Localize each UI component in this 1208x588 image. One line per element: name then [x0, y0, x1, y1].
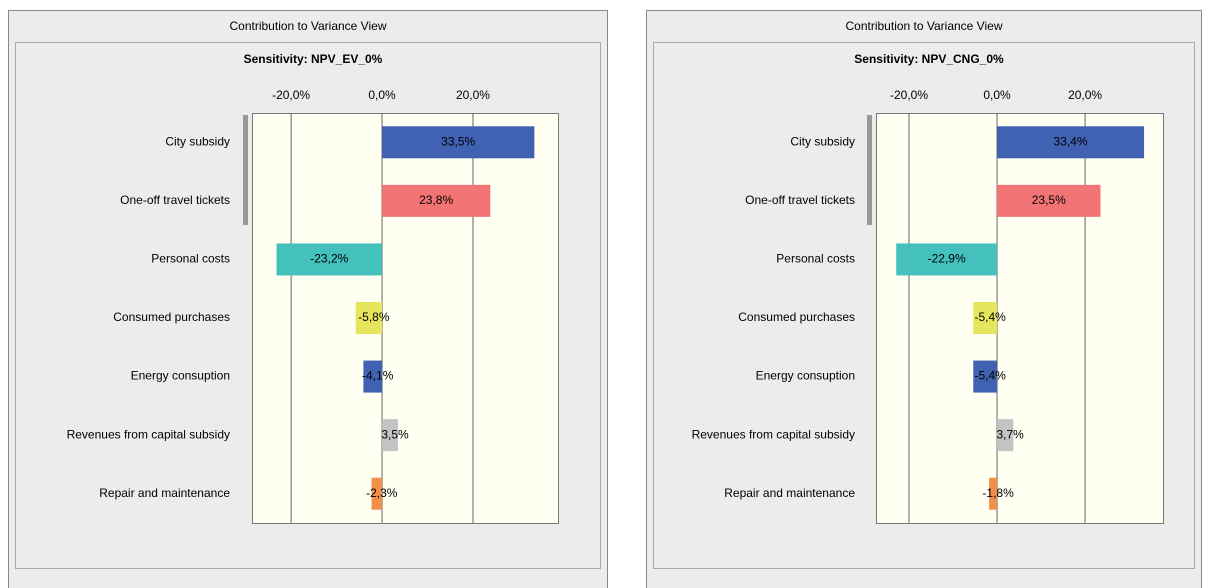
category-label: City subsidy — [165, 134, 230, 148]
value-label: -23,2% — [310, 252, 348, 266]
x-tick-label: -20,0% — [272, 88, 310, 102]
bar — [997, 419, 1014, 452]
x-tick-label: 20,0% — [1068, 88, 1102, 102]
value-label: 3,5% — [381, 427, 409, 441]
value-label: -1,8% — [982, 486, 1014, 500]
bar — [973, 302, 998, 334]
plot-area — [252, 113, 559, 524]
chart-title: Sensitivity: NPV_EV_0% — [244, 52, 383, 66]
bar — [382, 419, 398, 452]
category-label: Consumed purchases — [113, 310, 230, 324]
value-label: 3,7% — [997, 427, 1025, 441]
value-label: 23,8% — [419, 193, 453, 207]
value-label: -2,3% — [366, 486, 398, 500]
bar — [276, 243, 383, 276]
value-label: 33,5% — [441, 134, 475, 148]
plot-area — [876, 113, 1164, 524]
x-tick-label: 0,0% — [983, 88, 1011, 102]
category-label: Energy consuption — [131, 369, 230, 383]
chart-title: Sensitivity: NPV_CNG_0% — [854, 52, 1004, 66]
bar — [973, 360, 998, 393]
category-label: Personal costs — [151, 252, 230, 266]
window-title: Contribution to Variance View — [230, 19, 387, 33]
value-label: 33,4% — [1054, 134, 1088, 148]
value-label: -22,9% — [928, 252, 966, 266]
bar — [997, 184, 1101, 217]
category-label: Revenues from capital subsidy — [692, 427, 855, 441]
value-label: -5,4% — [974, 369, 1006, 383]
category-label: City subsidy — [790, 134, 855, 148]
bar — [363, 360, 383, 393]
bar — [371, 477, 383, 510]
category-label: One-off travel tickets — [745, 193, 855, 207]
category-label: Repair and maintenance — [724, 486, 855, 500]
bar — [355, 302, 383, 334]
bar — [382, 184, 491, 217]
bar — [896, 243, 998, 276]
category-label: Revenues from capital subsidy — [67, 427, 230, 441]
value-label: -4,1% — [362, 369, 394, 383]
category-label: Repair and maintenance — [99, 486, 230, 500]
window-title: Contribution to Variance View — [846, 19, 1003, 33]
category-label: One-off travel tickets — [120, 193, 230, 207]
x-tick-label: -20,0% — [890, 88, 928, 102]
value-label: -5,8% — [358, 310, 390, 324]
scrollbar — [243, 115, 248, 225]
category-label: Consumed purchases — [738, 310, 855, 324]
category-label: Personal costs — [776, 252, 855, 266]
scrollbar — [867, 115, 872, 225]
x-tick-label: 20,0% — [456, 88, 490, 102]
bar — [382, 126, 535, 159]
value-label: -5,4% — [974, 310, 1006, 324]
value-label: 23,5% — [1032, 193, 1066, 207]
category-label: Energy consuption — [756, 369, 855, 383]
bar — [989, 477, 998, 510]
x-tick-label: 0,0% — [368, 88, 396, 102]
bar — [997, 126, 1145, 159]
